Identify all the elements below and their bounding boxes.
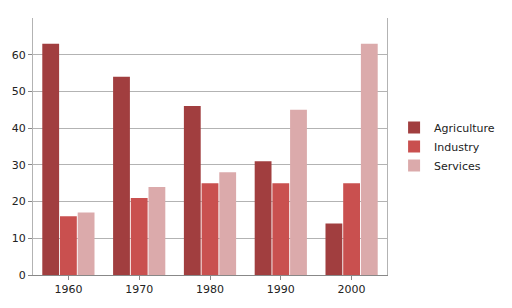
svg-text:2000: 2000 — [338, 283, 366, 296]
svg-text:Industry: Industry — [434, 141, 480, 154]
svg-text:10: 10 — [12, 232, 26, 245]
svg-text:0: 0 — [19, 269, 26, 282]
svg-text:Agriculture: Agriculture — [434, 122, 495, 135]
svg-text:1960: 1960 — [54, 283, 82, 296]
svg-text:1990: 1990 — [267, 283, 295, 296]
svg-text:1980: 1980 — [196, 283, 224, 296]
svg-text:40: 40 — [12, 122, 26, 135]
svg-text:50: 50 — [12, 85, 26, 98]
svg-text:60: 60 — [12, 49, 26, 62]
svg-text:Services: Services — [434, 160, 481, 173]
svg-text:20: 20 — [12, 195, 26, 208]
svg-text:1970: 1970 — [125, 283, 153, 296]
svg-text:30: 30 — [12, 159, 26, 172]
